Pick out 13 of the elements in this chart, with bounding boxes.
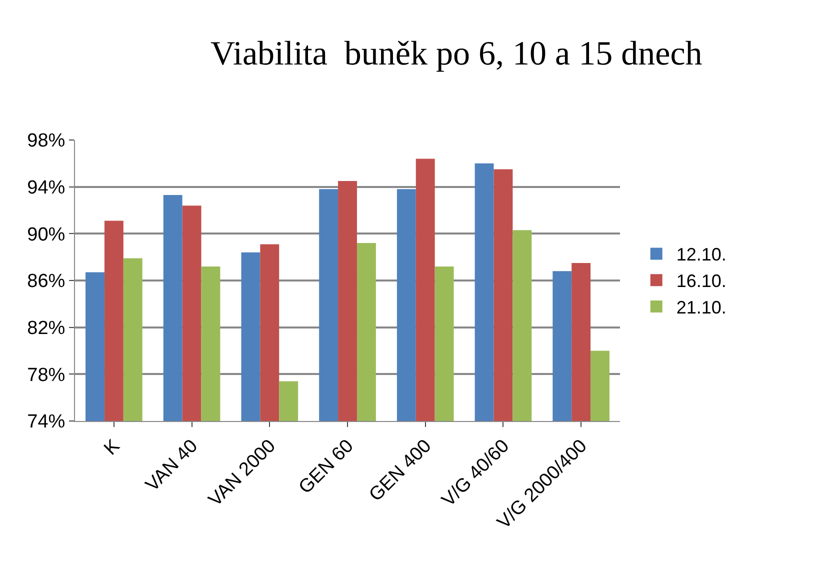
chart-title: Viabilita buněk po 6, 10 a 15 dnech bbox=[210, 35, 702, 72]
legend-label: 16.10. bbox=[676, 271, 726, 292]
x-tick-label: VAN 40 bbox=[142, 436, 202, 496]
y-tick-label: 86% bbox=[27, 271, 66, 292]
y-tick-label: 98% bbox=[27, 130, 66, 152]
y-tick-label: 94% bbox=[27, 177, 66, 198]
y-tick-label: 78% bbox=[27, 364, 66, 386]
legend-label: 12.10. bbox=[676, 244, 726, 265]
y-tick-label: 90% bbox=[27, 224, 66, 246]
x-tick-label: K bbox=[100, 435, 124, 460]
legend-label: 21.10. bbox=[676, 298, 726, 318]
y-tick-label: 74% bbox=[27, 412, 66, 433]
y-tick-label: 82% bbox=[27, 318, 66, 339]
